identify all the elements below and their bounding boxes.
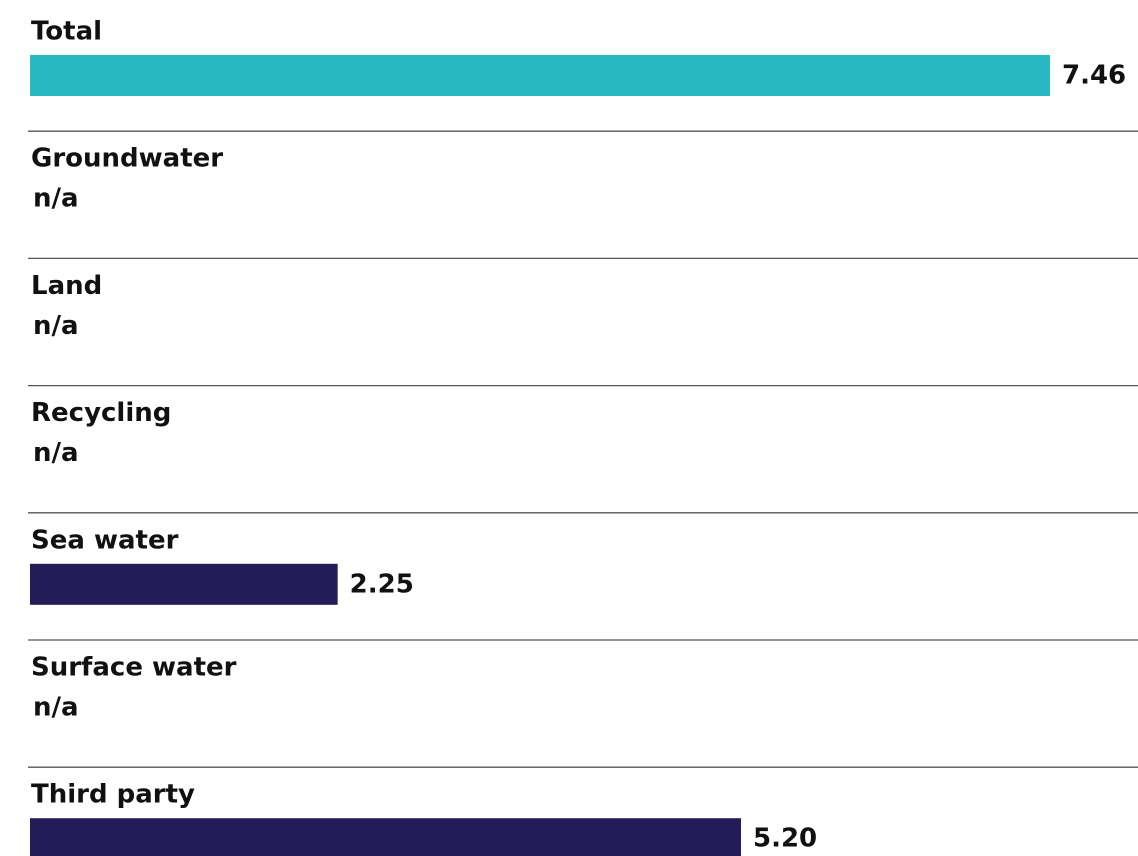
category-label: Recycling <box>31 398 171 428</box>
category-label: Surface water <box>31 653 237 683</box>
bar <box>30 818 741 856</box>
value-label: 5.20 <box>753 824 817 854</box>
value-label: n/a <box>33 184 79 214</box>
bar <box>30 563 338 605</box>
bar <box>30 55 1050 96</box>
category-label: Groundwater <box>31 144 223 174</box>
value-label: 7.46 <box>1062 61 1126 91</box>
value-label: n/a <box>33 693 79 723</box>
category-label: Sea water <box>31 525 179 555</box>
value-label: 2.25 <box>350 569 414 599</box>
value-label: n/a <box>33 438 79 468</box>
category-label: Total <box>31 17 102 47</box>
value-label: n/a <box>33 311 79 341</box>
category-label: Third party <box>31 780 195 810</box>
category-label: Land <box>31 271 102 301</box>
